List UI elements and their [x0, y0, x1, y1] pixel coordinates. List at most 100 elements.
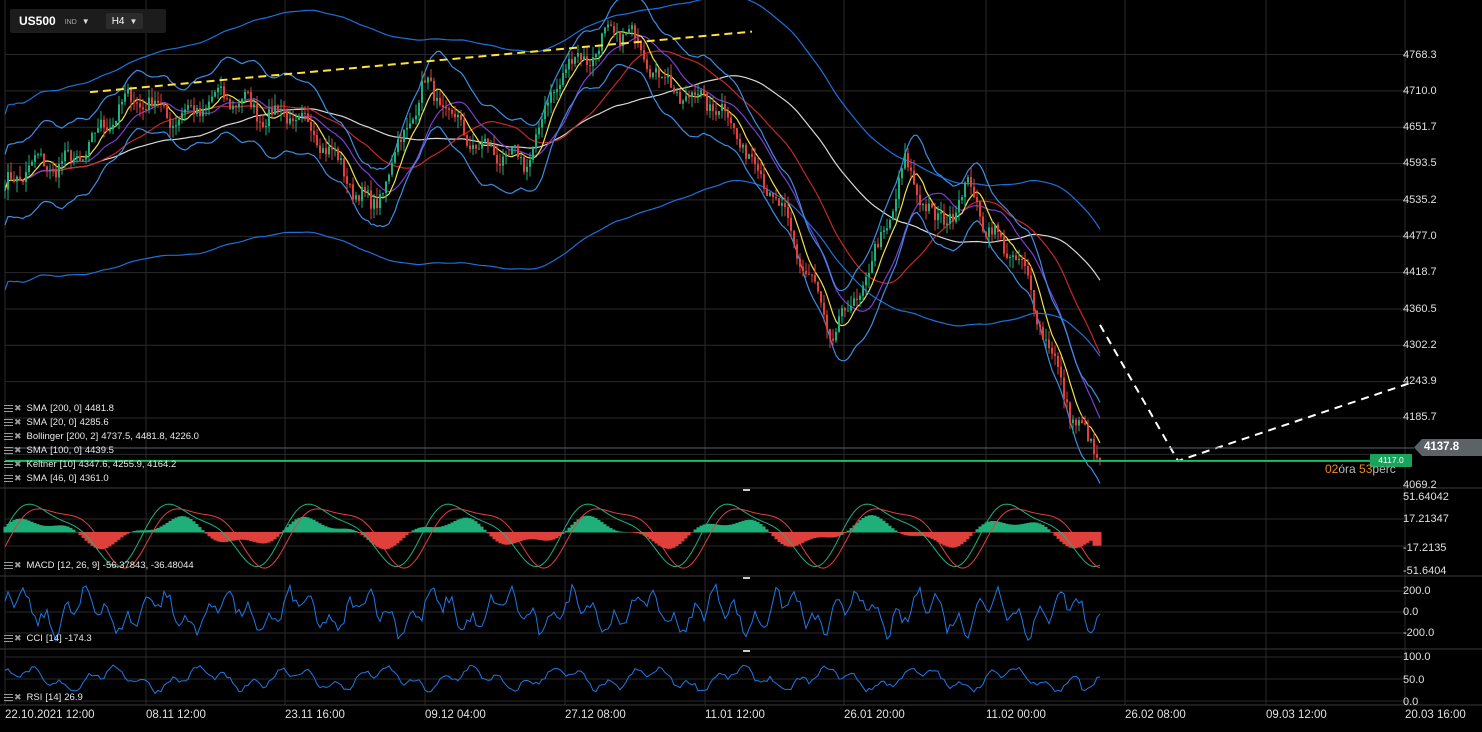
- drag-handle-icon[interactable]: [4, 432, 13, 440]
- candle-body: [625, 33, 627, 35]
- candle-body: [766, 188, 768, 196]
- macd-histogram-bar: [807, 532, 811, 541]
- macd-histogram-bar: [258, 532, 262, 544]
- drag-handle-icon[interactable]: [4, 693, 13, 701]
- rsi-pane[interactable]: [4, 664, 1101, 695]
- candle-body: [913, 170, 915, 185]
- legend-sma-200[interactable]: ✖ SMA [200, 0] 4481.8: [4, 402, 114, 414]
- candle-body: [130, 89, 132, 102]
- candle-body: [871, 260, 873, 273]
- legend-sma-100[interactable]: ✖ SMA [100, 0] 4439.5: [4, 444, 114, 456]
- drag-handle-icon[interactable]: [4, 404, 13, 412]
- macd-histogram-bar: [123, 532, 127, 536]
- macd-histogram-bar: [72, 529, 76, 533]
- close-icon[interactable]: ✖: [14, 559, 22, 570]
- candle-body: [901, 168, 903, 179]
- macd-pane[interactable]: [3, 503, 1102, 569]
- macd-histogram-bar: [276, 532, 280, 537]
- drag-handle-icon[interactable]: [4, 634, 13, 642]
- legend-cci[interactable]: ✖ CCI [14] -174.3: [4, 632, 92, 644]
- pane-resize-handle[interactable]: [743, 489, 750, 491]
- candle-body: [94, 132, 96, 134]
- countdown-minutes-unit: perc: [1372, 462, 1396, 476]
- close-icon[interactable]: ✖: [14, 430, 22, 441]
- macd-histogram-bar: [84, 532, 88, 541]
- cci-axis-label: -200.0: [1403, 627, 1435, 639]
- cci-pane[interactable]: [4, 582, 1101, 643]
- indicator-params: [14]: [45, 632, 62, 644]
- close-icon[interactable]: ✖: [14, 691, 22, 702]
- candle-body: [568, 58, 570, 70]
- candle-body: [823, 302, 825, 315]
- pane-resize-handle[interactable]: [743, 650, 750, 652]
- macd-histogram-bar: [816, 532, 820, 538]
- close-icon[interactable]: ✖: [14, 458, 22, 469]
- macd-histogram-bar: [330, 528, 334, 533]
- close-icon[interactable]: ✖: [14, 472, 22, 483]
- candle-body: [379, 194, 381, 209]
- macd-histogram-bar: [972, 532, 976, 533]
- macd-histogram-bar: [30, 521, 34, 533]
- macd-histogram-bar: [1029, 522, 1033, 533]
- macd-histogram-bar: [633, 532, 637, 533]
- macd-histogram-bar: [222, 532, 226, 543]
- close-icon[interactable]: ✖: [14, 444, 22, 455]
- candle-body: [622, 34, 624, 47]
- legend-keltner[interactable]: ✖ Keltner [10] 4347.6, 4255.9, 4164.2: [4, 458, 176, 470]
- macd-histogram-bar: [534, 532, 538, 540]
- drag-handle-icon[interactable]: [4, 561, 13, 569]
- candle-body: [949, 213, 951, 224]
- macd-histogram-bar: [42, 525, 46, 533]
- macd-histogram-bar: [942, 532, 946, 546]
- macd-histogram-bar: [312, 519, 316, 533]
- price-candles[interactable]: [4, 20, 1101, 466]
- candle-body: [628, 29, 630, 34]
- legend-sma-20[interactable]: ✖ SMA [20, 0] 4285.6: [4, 416, 109, 428]
- drag-handle-icon[interactable]: [4, 474, 13, 482]
- macd-histogram-bar: [915, 532, 919, 536]
- close-icon[interactable]: ✖: [14, 402, 22, 413]
- legend-sma-46[interactable]: ✖ SMA [46, 0] 4361.0: [4, 472, 109, 484]
- indicator-values: 4285.6: [79, 416, 109, 428]
- candle-body: [4, 189, 6, 191]
- macd-histogram-bar: [642, 532, 646, 536]
- pane-resize-handle[interactable]: [743, 577, 750, 579]
- candle-body: [190, 105, 192, 107]
- indicator-params: [46, 0]: [50, 472, 77, 484]
- macd-histogram-bar: [465, 517, 469, 533]
- timeframe-selector[interactable]: H4 ▼: [105, 13, 144, 29]
- candle-body: [1015, 255, 1017, 261]
- candle-body: [964, 182, 966, 198]
- candle-body: [706, 93, 708, 111]
- drag-handle-icon[interactable]: [4, 418, 13, 426]
- rsi-axis-label: 50.0: [1403, 674, 1425, 686]
- chevron-down-icon[interactable]: ▼: [129, 16, 138, 26]
- candle-body: [58, 163, 60, 178]
- level-price-tag[interactable]: 4117.0: [1370, 454, 1412, 467]
- symbol-selector[interactable]: US500: [19, 14, 56, 28]
- macd-histogram-bar: [45, 525, 49, 533]
- close-icon[interactable]: ✖: [14, 632, 22, 643]
- indicator-name: SMA: [26, 402, 48, 414]
- macd-histogram-bar: [1059, 532, 1063, 542]
- candle-body: [262, 121, 264, 128]
- candle-body: [229, 99, 231, 110]
- candle-body: [973, 186, 975, 198]
- drag-handle-icon[interactable]: [4, 446, 13, 454]
- candle-body: [202, 109, 204, 117]
- macd-histogram-bar: [804, 532, 808, 542]
- candle-body: [1093, 438, 1095, 455]
- macd-histogram-bar: [792, 532, 796, 547]
- time-axis-label: 27.12 08:00: [565, 709, 626, 721]
- legend-rsi[interactable]: ✖ RSI [14] 26.9: [4, 691, 83, 703]
- candle-body: [946, 223, 948, 225]
- macd-histogram-bar: [453, 520, 457, 533]
- close-icon[interactable]: ✖: [14, 416, 22, 427]
- legend-macd[interactable]: ✖ MACD [12, 26, 9] -56.37843, -36.48044: [4, 559, 194, 571]
- chevron-down-icon[interactable]: ▼: [81, 16, 90, 26]
- drawing-annotations[interactable]: [5, 30, 1415, 463]
- macd-histogram-bar: [192, 521, 196, 533]
- legend-bollinger[interactable]: ✖ Bollinger [200, 2] 4737.5, 4481.8, 422…: [4, 430, 199, 442]
- drag-handle-icon[interactable]: [4, 460, 13, 468]
